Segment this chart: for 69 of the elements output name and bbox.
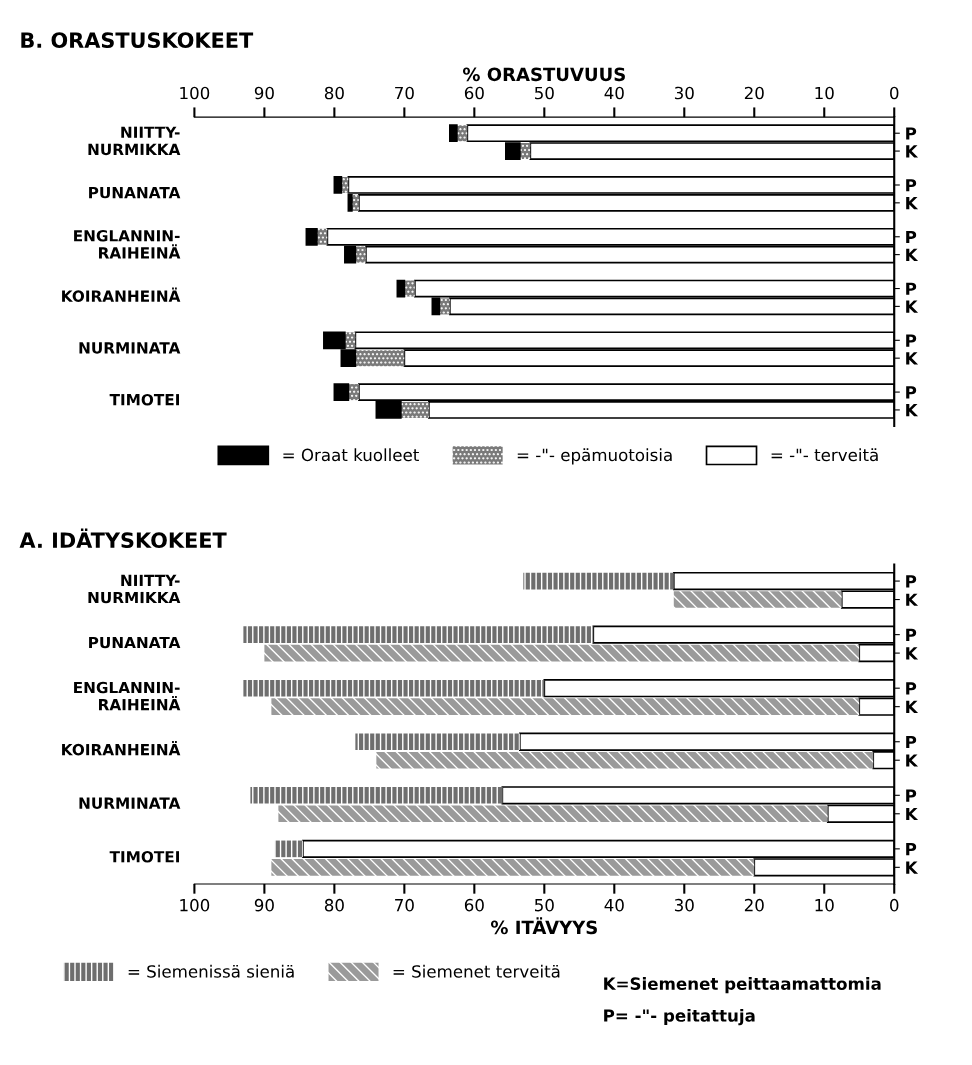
x-tick-label: 100 xyxy=(180,86,210,100)
y-tick-label: K xyxy=(906,647,919,660)
x-tick-label: 80 xyxy=(324,898,344,912)
chart-title: A. IDÄTYSKOKEET xyxy=(19,528,227,549)
x-tick-label: 60 xyxy=(464,898,484,912)
x-tick-label: 40 xyxy=(604,898,624,912)
legend-label: = -"- epämuotoisia xyxy=(517,448,672,465)
x-tick-label: 90 xyxy=(254,86,274,100)
x-tick-label: 90 xyxy=(254,898,274,912)
text: ENGLANNIN- RAIHEINÄ xyxy=(74,230,181,259)
x-tick-label: 70 xyxy=(395,898,414,912)
x-tick-label: 20 xyxy=(744,86,764,100)
x-tick-label: 70 xyxy=(395,86,414,100)
x-tick-label: 10 xyxy=(815,898,834,912)
y-tick-label: P xyxy=(906,127,917,140)
text: PUNANATA xyxy=(89,186,181,199)
y-tick-label: K xyxy=(906,861,919,874)
legend-label: = Oraat kuolleet xyxy=(283,448,419,462)
y-tick-label: P xyxy=(906,386,917,399)
x-axis-title: % ITÄVYYS xyxy=(490,917,597,935)
text: NIITTY- NURMIKKA xyxy=(88,126,181,156)
y-tick-label: K xyxy=(906,352,919,365)
y-tick-label: K xyxy=(906,197,919,210)
text: NURMINATA xyxy=(79,342,181,354)
x-axis-title: % ORASTUVUUS xyxy=(462,67,625,82)
y-tick-label: K xyxy=(906,145,919,158)
text: NURMINATA xyxy=(79,797,181,809)
y-tick-label: P xyxy=(906,230,917,244)
x-tick-label: 10 xyxy=(815,86,834,100)
x-tick-label: 0 xyxy=(890,86,899,100)
text: KOIRANHEINÄ xyxy=(62,741,181,756)
x-tick-label: 30 xyxy=(674,898,694,912)
x-tick-label: 50 xyxy=(535,898,554,912)
x-tick-label: 40 xyxy=(604,86,624,100)
y-tick-label: K xyxy=(906,754,919,767)
x-tick-label: 20 xyxy=(744,898,764,912)
y-tick-label: K xyxy=(906,248,919,261)
y-tick-label: P xyxy=(906,575,917,588)
y-tick-label: P xyxy=(906,179,917,192)
legend-label: = Siemenet terveitä xyxy=(393,964,560,978)
x-tick-label: 80 xyxy=(324,86,344,100)
y-tick-label: K xyxy=(906,700,919,713)
y-tick-label: K xyxy=(906,593,919,606)
y-tick-label: K xyxy=(906,404,919,417)
legend-label: = -"- terveitä xyxy=(771,448,878,462)
y-tick-label: P xyxy=(906,282,917,295)
text: P= -"- peitattuja xyxy=(604,1008,755,1026)
text: TIMOTEI xyxy=(109,850,179,863)
x-tick-label: 0 xyxy=(890,898,899,912)
text: KOIRANHEINÄ xyxy=(62,287,181,302)
legend-label: = Siemenissä sieniä xyxy=(128,964,294,978)
x-tick-label: 30 xyxy=(674,86,694,100)
y-tick-label: P xyxy=(906,789,917,802)
text: K=Siemenet peittaamattomia xyxy=(604,977,881,994)
y-tick-label: K xyxy=(906,807,919,821)
x-tick-label: 50 xyxy=(535,86,554,100)
x-tick-label: 60 xyxy=(464,86,484,100)
y-tick-label: P xyxy=(906,682,917,695)
y-tick-label: K xyxy=(906,300,919,313)
text: ENGLANNIN- RAIHEINÄ xyxy=(74,681,181,711)
text: TIMOTEI xyxy=(109,393,179,406)
x-tick-label: 100 xyxy=(180,898,210,912)
y-tick-label: P xyxy=(906,628,917,641)
text: PUNANATA xyxy=(89,636,181,649)
y-tick-label: P xyxy=(906,334,917,347)
y-tick-label: P xyxy=(906,843,917,856)
text: NIITTY- NURMIKKA xyxy=(88,574,181,604)
y-tick-label: P xyxy=(906,735,917,749)
chart-title: B. ORASTUSKOKEET xyxy=(21,32,254,48)
